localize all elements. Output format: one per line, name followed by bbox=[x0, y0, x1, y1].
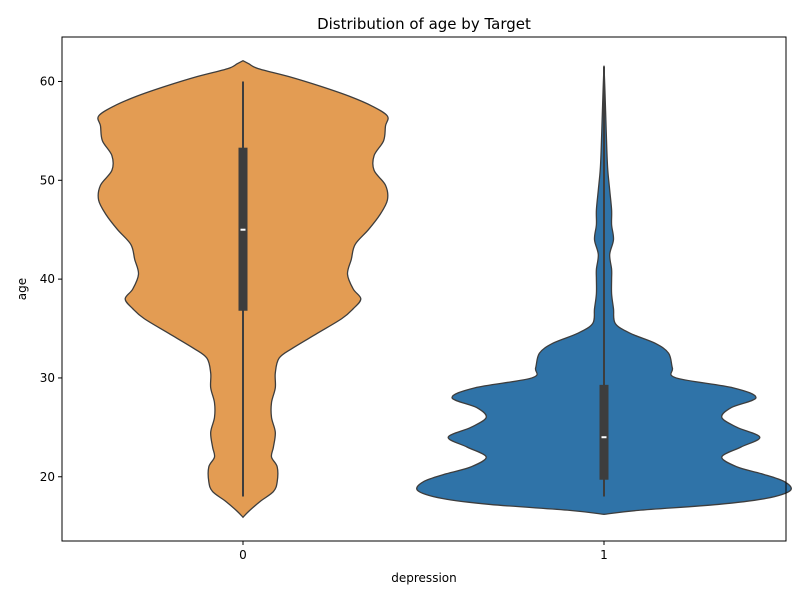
y-tick-label: 40 bbox=[40, 272, 55, 286]
boxes-layer bbox=[238, 66, 609, 497]
x-axis-label: depression bbox=[391, 571, 456, 585]
plot-frame bbox=[61, 36, 787, 542]
y-axis: 20 30 40 50 60 bbox=[40, 74, 62, 484]
y-axis-label: age bbox=[15, 278, 29, 300]
x-tick-label: 1 bbox=[600, 548, 608, 562]
chart-title: Distribution of age by Target bbox=[317, 15, 531, 33]
y-tick-label: 20 bbox=[40, 470, 55, 484]
y-tick-label: 60 bbox=[40, 74, 55, 88]
y-tick-label: 30 bbox=[40, 371, 55, 385]
iqr-box-1 bbox=[599, 384, 609, 480]
x-tick-label: 0 bbox=[239, 548, 247, 562]
y-tick-label: 50 bbox=[40, 173, 55, 187]
